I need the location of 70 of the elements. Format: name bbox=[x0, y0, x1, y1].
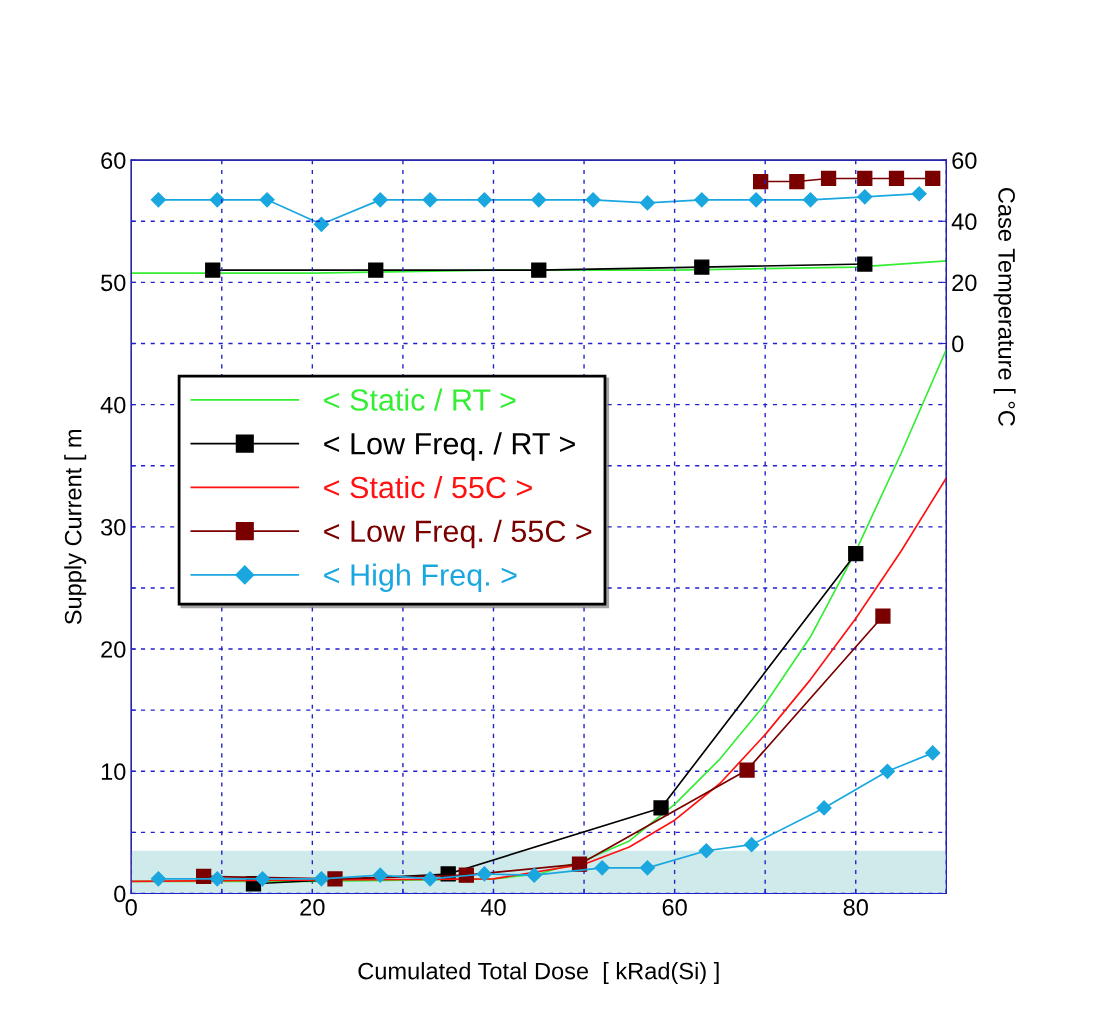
point bbox=[259, 192, 275, 208]
y-tick-label: 20 bbox=[101, 641, 126, 658]
point bbox=[476, 866, 492, 882]
point bbox=[526, 867, 542, 883]
legend-label: < High Freq. > bbox=[324, 563, 517, 592]
point bbox=[368, 262, 384, 278]
x-axis-title: Cumulated Total Dose [ kRad(Si) ] bbox=[358, 962, 719, 985]
y2-tick-label: 0 bbox=[952, 335, 964, 353]
point bbox=[372, 867, 388, 883]
legend-label: < Low Freq. / RT > bbox=[324, 432, 575, 461]
point bbox=[422, 192, 438, 208]
y2-tick-label: 20 bbox=[952, 274, 977, 292]
point bbox=[531, 262, 547, 278]
point bbox=[694, 259, 710, 275]
point bbox=[888, 170, 905, 187]
point bbox=[802, 192, 819, 208]
y-tick-label: 50 bbox=[101, 274, 126, 292]
y-tick-label: 40 bbox=[100, 396, 126, 414]
point bbox=[209, 871, 225, 887]
y-tick-label: 0 bbox=[114, 885, 126, 903]
legend-label: < Static / 55C > bbox=[324, 475, 532, 499]
point bbox=[254, 871, 271, 887]
x-tick-label: 20 bbox=[300, 899, 325, 916]
point bbox=[879, 763, 896, 779]
point bbox=[531, 192, 547, 208]
point bbox=[209, 192, 225, 208]
point bbox=[744, 837, 760, 853]
legend-label: < Low Freq. / 55C > bbox=[324, 519, 592, 549]
point bbox=[205, 262, 221, 278]
point bbox=[476, 192, 492, 208]
point bbox=[748, 192, 764, 208]
x-tick-label: 60 bbox=[662, 899, 687, 916]
point bbox=[925, 170, 941, 187]
point bbox=[150, 192, 166, 208]
point bbox=[150, 871, 166, 887]
y-tick-label: 30 bbox=[101, 518, 126, 536]
y2-axis-title: Case Temperature [ °C bbox=[993, 188, 1016, 426]
point bbox=[753, 173, 769, 190]
point bbox=[875, 608, 891, 624]
point bbox=[313, 216, 329, 232]
x-tick-label: 0 bbox=[125, 899, 137, 916]
point bbox=[653, 800, 669, 816]
point bbox=[639, 195, 656, 211]
point bbox=[848, 546, 864, 562]
point bbox=[911, 186, 927, 202]
point bbox=[857, 189, 873, 205]
point bbox=[925, 745, 941, 761]
point bbox=[820, 170, 837, 187]
y2-tick-label: 40 bbox=[951, 213, 977, 231]
legend-label: < Static / RT > bbox=[324, 388, 516, 411]
point bbox=[698, 843, 714, 859]
point bbox=[739, 762, 755, 778]
point bbox=[694, 192, 710, 208]
y2-tick-label: 60 bbox=[952, 152, 977, 169]
point bbox=[594, 860, 610, 876]
point bbox=[639, 860, 656, 876]
x-tick-label: 80 bbox=[843, 899, 868, 916]
point bbox=[816, 800, 832, 816]
point bbox=[585, 192, 601, 208]
point bbox=[313, 871, 329, 887]
point bbox=[372, 192, 388, 208]
point bbox=[857, 256, 873, 272]
y-tick-label: 10 bbox=[101, 763, 126, 781]
y-tick-label: 60 bbox=[101, 152, 126, 169]
x-tick-label: 40 bbox=[480, 899, 506, 916]
point bbox=[857, 170, 873, 187]
point bbox=[422, 871, 438, 887]
y-axis-title: Supply Current [ m bbox=[64, 429, 87, 625]
line-series bbox=[131, 477, 947, 883]
point bbox=[789, 173, 805, 190]
